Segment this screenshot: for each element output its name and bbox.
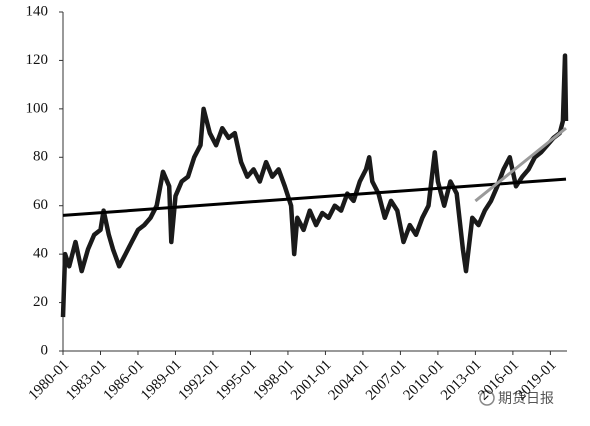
x-tick-label: 1992-01 xyxy=(176,357,223,404)
x-tick-label: 1995-01 xyxy=(213,357,260,404)
x-tick-label: 2007-01 xyxy=(363,357,410,404)
y-tick-label: 0 xyxy=(41,342,49,358)
x-tick-label: 1989-01 xyxy=(138,357,185,404)
y-tick-label: 20 xyxy=(33,294,48,310)
x-tick-label: 1983-01 xyxy=(63,357,110,404)
watermark: 期货日报 xyxy=(479,390,554,407)
y-tick-label: 80 xyxy=(33,149,48,165)
watermark-icon xyxy=(479,390,495,406)
y-tick-label: 100 xyxy=(26,100,49,116)
x-tick-label: 2010-01 xyxy=(400,357,447,404)
x-tick-label: 2001-01 xyxy=(288,357,335,404)
x-tick-label: 1986-01 xyxy=(101,357,148,404)
trend-line xyxy=(62,177,567,217)
trend-line xyxy=(474,127,567,203)
watermark-text: 期货日报 xyxy=(498,390,554,407)
x-tick-label: 2013-01 xyxy=(438,357,485,404)
x-tick-label: 1998-01 xyxy=(251,357,298,404)
y-tick-label: 140 xyxy=(26,3,49,19)
y-tick-label: 120 xyxy=(26,52,49,68)
y-tick-label: 60 xyxy=(33,197,48,213)
y-tick-label: 40 xyxy=(33,246,48,262)
data-line xyxy=(60,53,569,318)
x-tick-label: 1980-01 xyxy=(26,357,73,404)
x-tick-label: 2004-01 xyxy=(326,357,373,404)
